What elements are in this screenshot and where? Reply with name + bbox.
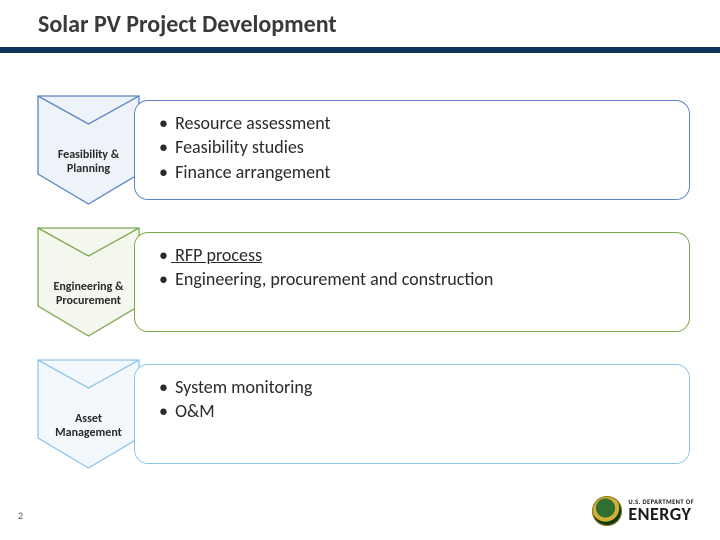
content-box-feasibility: • Resource assessment• Feasibility studi…: [134, 100, 690, 200]
bullet-text: Feasibility studies: [171, 136, 304, 158]
bullet-item: • Finance arrangement: [153, 160, 675, 184]
chevron-asset: Asset Management: [36, 358, 141, 470]
doe-seal-icon: [592, 496, 622, 526]
chevron-label-line1: Asset: [75, 412, 102, 426]
bullet-dot: •: [159, 243, 171, 267]
chevron-label-line1: Feasibility &: [58, 148, 119, 162]
title-rule: [0, 47, 720, 53]
phase-row-asset: Asset Management • System monitoring• O&…: [36, 358, 690, 470]
bullet-text: Finance arrangement: [171, 161, 330, 183]
doe-wordmark: U.S. DEPARTMENT OF ENERGY: [628, 499, 694, 524]
content-box-engineering: • RFP process• Engineering, procurement …: [134, 232, 690, 332]
doe-logo: U.S. DEPARTMENT OF ENERGY: [592, 496, 694, 526]
bullet-dot: •: [159, 375, 171, 399]
bullet-item: • Resource assessment: [153, 111, 675, 135]
content-box-asset: • System monitoring• O&M: [134, 364, 690, 464]
chevron-label-line2: Procurement: [56, 294, 121, 308]
chevron-feasibility: Feasibility & Planning: [36, 94, 141, 206]
bullet-item: • System monitoring: [153, 375, 675, 399]
bullet-text: Engineering, procurement and constructio…: [171, 268, 493, 290]
chevron-label: Feasibility & Planning: [36, 149, 141, 177]
phase-row-feasibility: Feasibility & Planning • Resource assess…: [36, 94, 690, 206]
bullet-item: • O&M: [153, 399, 675, 423]
bullet-dot: •: [159, 267, 171, 291]
phase-row-engineering: Engineering & Procurement • RFP process•…: [36, 226, 690, 338]
doe-energy-word: ENERGY: [628, 505, 694, 523]
bullet-dot: •: [159, 399, 171, 423]
bullet-dot: •: [159, 135, 171, 159]
bullet-dot: •: [159, 111, 171, 135]
bullet-text: System monitoring: [171, 376, 312, 398]
chevron-label-line2: Management: [55, 426, 122, 440]
bullet-item: • Feasibility studies: [153, 135, 675, 159]
chevron-label: Engineering & Procurement: [36, 281, 141, 309]
chevron-label-line2: Planning: [67, 162, 110, 176]
bullet-text: O&M: [171, 400, 215, 422]
bullet-text: Resource assessment: [171, 112, 331, 134]
bullet-item: • Engineering, procurement and construct…: [153, 267, 675, 291]
bullet-item: • RFP process: [153, 243, 675, 267]
bullet-text: RFP process: [171, 244, 262, 266]
page-title: Solar PV Project Development: [38, 10, 337, 39]
page-number: 2: [18, 509, 23, 522]
chevron-label: Asset Management: [36, 413, 141, 441]
chevron-label-line1: Engineering &: [54, 280, 124, 294]
chevron-engineering: Engineering & Procurement: [36, 226, 141, 338]
bullet-dot: •: [159, 160, 171, 184]
